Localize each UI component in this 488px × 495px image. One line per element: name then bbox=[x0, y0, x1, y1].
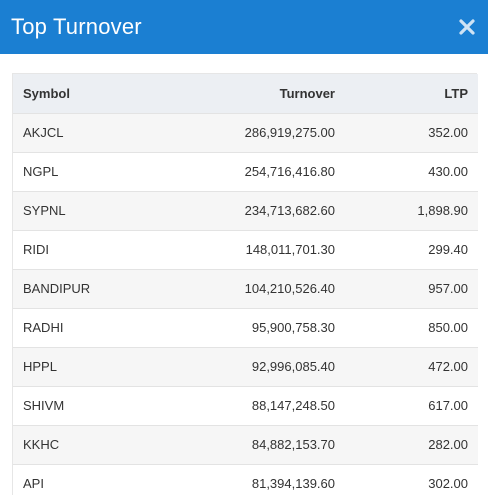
symbol-cell[interactable]: SYPNL bbox=[13, 190, 173, 230]
ltp-cell: 302.00 bbox=[345, 463, 478, 495]
symbol-cell[interactable]: RADHI bbox=[13, 307, 173, 347]
table-row[interactable]: SYPNL 234,713,682.60 1,898.90 bbox=[13, 190, 478, 230]
symbol-cell[interactable]: HPPL bbox=[13, 346, 173, 386]
symbol-cell[interactable]: API bbox=[13, 463, 173, 495]
ltp-cell: 850.00 bbox=[345, 307, 478, 347]
turnover-cell: 92,996,085.40 bbox=[173, 346, 345, 386]
turnover-cell: 234,713,682.60 bbox=[173, 190, 345, 230]
turnover-cell: 104,210,526.40 bbox=[173, 268, 345, 308]
table-row[interactable]: HPPL 92,996,085.40 472.00 bbox=[13, 346, 478, 386]
symbol-cell[interactable]: RIDI bbox=[13, 229, 173, 269]
symbol-cell[interactable]: AKJCL bbox=[13, 112, 173, 152]
column-header-turnover[interactable]: Turnover bbox=[173, 74, 345, 113]
column-header-ltp[interactable]: LTP bbox=[345, 74, 478, 113]
symbol-cell[interactable]: NGPL bbox=[13, 151, 173, 191]
turnover-cell: 84,882,153.70 bbox=[173, 424, 345, 464]
turnover-cell: 148,011,701.30 bbox=[173, 229, 345, 269]
ltp-cell: 282.00 bbox=[345, 424, 478, 464]
turnover-cell: 254,716,416.80 bbox=[173, 151, 345, 191]
table-row[interactable]: RADHI 95,900,758.30 850.00 bbox=[13, 307, 478, 347]
ltp-cell: 472.00 bbox=[345, 346, 478, 386]
modal-title: Top Turnover bbox=[11, 14, 142, 39]
modal-header: Top Turnover bbox=[0, 0, 488, 54]
ltp-cell: 299.40 bbox=[345, 229, 478, 269]
turnover-cell: 81,394,139.60 bbox=[173, 463, 345, 495]
turnover-cell: 286,919,275.00 bbox=[173, 112, 345, 152]
table-row[interactable]: KKHC 84,882,153.70 282.00 bbox=[13, 424, 478, 464]
turnover-table: Symbol Turnover LTP AKJCL 286,919,275.00… bbox=[13, 74, 478, 495]
ltp-cell: 352.00 bbox=[345, 112, 478, 152]
table-row[interactable]: AKJCL 286,919,275.00 352.00 bbox=[13, 112, 478, 152]
symbol-cell[interactable]: BANDIPUR bbox=[13, 268, 173, 308]
ltp-cell: 1,898.90 bbox=[345, 190, 478, 230]
ltp-cell: 957.00 bbox=[345, 268, 478, 308]
table-row[interactable]: SHIVM 88,147,248.50 617.00 bbox=[13, 385, 478, 425]
symbol-cell[interactable]: SHIVM bbox=[13, 385, 173, 425]
table-row[interactable]: BANDIPUR 104,210,526.40 957.00 bbox=[13, 268, 478, 308]
table-row[interactable]: API 81,394,139.60 302.00 bbox=[13, 463, 478, 495]
turnover-cell: 88,147,248.50 bbox=[173, 385, 345, 425]
table-header-row: Symbol Turnover LTP bbox=[13, 74, 478, 113]
column-header-symbol[interactable]: Symbol bbox=[13, 74, 173, 113]
turnover-cell: 95,900,758.30 bbox=[173, 307, 345, 347]
table-row[interactable]: RIDI 148,011,701.30 299.40 bbox=[13, 229, 478, 269]
ltp-cell: 617.00 bbox=[345, 385, 478, 425]
turnover-table-container: Symbol Turnover LTP AKJCL 286,919,275.00… bbox=[12, 73, 478, 495]
table-row[interactable]: NGPL 254,716,416.80 430.00 bbox=[13, 151, 478, 191]
symbol-cell[interactable]: KKHC bbox=[13, 424, 173, 464]
ltp-cell: 430.00 bbox=[345, 151, 478, 191]
close-button[interactable] bbox=[458, 18, 478, 38]
close-icon bbox=[459, 19, 475, 35]
